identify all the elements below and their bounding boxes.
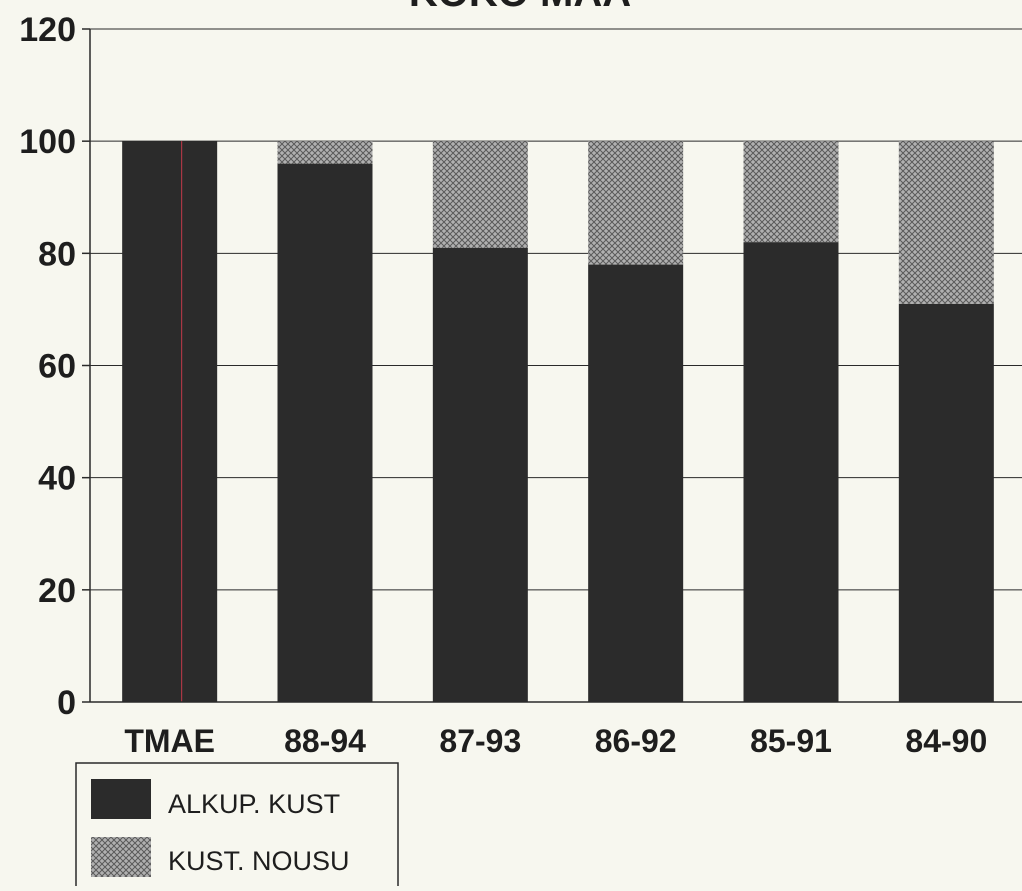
legend-label-kust-nousu: KUST. NOUSU	[168, 846, 350, 876]
y-tick-label: 80	[38, 235, 76, 273]
bar-kust-nousu-86-92	[588, 141, 684, 265]
x-tick-label: 87-93	[439, 723, 521, 759]
chart-title: KOKO MAA	[409, 0, 631, 15]
bar-kust-nousu-87-93	[432, 141, 528, 248]
bar-alkup-kust-87-93	[432, 247, 528, 702]
legend-frame	[75, 762, 399, 891]
legend-label-alkup-kust: ALKUP. KUST	[168, 789, 340, 819]
legend-entry-kust-nousu: KUST. NOUSU	[91, 837, 350, 877]
bars-layer	[122, 141, 994, 703]
x-tick-label: 86-92	[595, 723, 677, 759]
bar-kust-nousu-85-91	[743, 141, 839, 243]
axis-layer: 0 20 40 60 80 100 120 TMAE 88-94 87-93 86-92 85-91 8…	[19, 11, 1022, 759]
y-tick-label: 60	[38, 348, 76, 386]
bar-kust-nousu-84-90	[898, 141, 994, 304]
x-tick-label: TMAE	[124, 723, 215, 759]
x-tick-label: 85-91	[750, 723, 832, 759]
y-tick-label: 120	[19, 11, 76, 49]
x-tick-label: 88-94	[284, 723, 366, 759]
y-tick-label: 20	[38, 572, 76, 610]
legend-swatch-alkup-kust	[91, 779, 151, 819]
x-tick-label: 84-90	[905, 723, 987, 759]
legend-swatch-kust-nousu	[91, 837, 151, 877]
y-tick-label: 0	[57, 684, 76, 722]
bar-alkup-kust-85-91	[743, 242, 839, 702]
legend-entry-alkup-kust: ALKUP. KUST	[91, 779, 340, 819]
bar-alkup-kust-TMAE	[122, 141, 218, 702]
bar-kust-nousu-88-94	[277, 141, 373, 164]
bar-alkup-kust-86-92	[588, 264, 684, 702]
bar-alkup-kust-84-90	[898, 303, 994, 702]
bar-alkup-kust-88-94	[277, 163, 373, 703]
legend: ALKUP. KUST KUST. NOUSU	[75, 762, 399, 891]
y-tick-label: 100	[19, 123, 76, 161]
y-tick-label: 40	[38, 460, 76, 498]
grid-layer	[90, 28, 1022, 703]
